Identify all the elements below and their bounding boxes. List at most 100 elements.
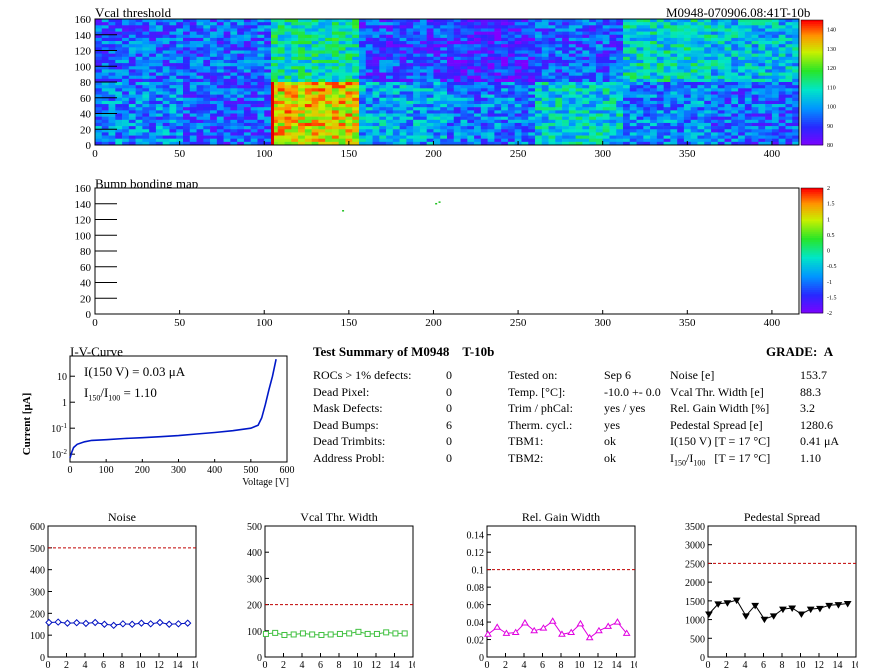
vcal-cell <box>643 94 651 99</box>
vcal-cell <box>291 116 299 121</box>
vcal-cell <box>311 119 319 124</box>
vcal-cell <box>447 82 455 86</box>
bump-x-tick-label: 300 <box>594 317 611 329</box>
vcal-cell <box>216 72 224 76</box>
vcal-cell <box>115 122 123 127</box>
vcal-cell <box>95 47 103 51</box>
vcal-cell <box>460 37 468 42</box>
roc-point <box>272 629 279 636</box>
vcal-cell <box>792 85 800 89</box>
vcal-cell <box>548 34 556 39</box>
vcal-cell <box>751 94 759 99</box>
vcal-cell <box>196 107 204 111</box>
vcal-cell <box>616 69 624 73</box>
vcal-cell <box>277 141 285 146</box>
vcal-cell <box>426 28 434 32</box>
vcal-cell <box>128 41 136 45</box>
vcal-cell <box>237 97 245 102</box>
roc-x-tick-label: 16 <box>191 660 198 668</box>
vcal-cell <box>636 72 644 76</box>
vcal-cell <box>555 25 563 29</box>
vcal-cell <box>399 132 407 136</box>
vcal-cell <box>636 37 644 42</box>
vcal-cell <box>447 44 455 48</box>
vcal-cell <box>683 44 691 48</box>
vcal-cell <box>744 88 752 92</box>
vcal-cell <box>142 69 150 73</box>
vcal-cell <box>521 122 529 127</box>
bump-palette-band <box>801 231 823 235</box>
vcal-cell <box>521 53 529 58</box>
vcal-cell <box>426 19 434 23</box>
vcal-cell <box>616 47 624 51</box>
vcal-cell <box>399 113 407 117</box>
vcal-cell <box>656 100 664 105</box>
vcal-cell <box>609 56 617 61</box>
bump-palette-band <box>801 310 823 314</box>
vcal-cell <box>149 78 157 83</box>
vcal-cell <box>744 97 752 102</box>
summary-middle-value: -10.0 +- 0.0 <box>604 384 661 399</box>
vcal-cell <box>555 104 563 108</box>
vcal-cell <box>555 135 563 139</box>
vcal-cell <box>325 41 333 45</box>
summary-middle-value: yes <box>604 417 620 432</box>
vcal-palette-band <box>801 122 823 125</box>
vcal-cell <box>264 132 272 136</box>
vcal-cell <box>135 122 143 127</box>
vcal-cell <box>331 37 339 42</box>
vcal-cell <box>690 19 698 23</box>
vcal-cell <box>636 126 644 130</box>
vcal-cell <box>575 113 583 117</box>
vcal-cell <box>609 37 617 42</box>
vcal-cell <box>738 126 746 130</box>
vcal-cell <box>744 110 752 114</box>
bump-map-title: Bump bonding map <box>95 176 199 191</box>
vcal-cell <box>271 25 279 29</box>
vcal-cell <box>758 122 766 127</box>
vcal-cell <box>183 135 191 139</box>
vcal-cell <box>392 85 400 89</box>
vcal-cell <box>304 138 312 143</box>
vcal-cell <box>663 97 671 102</box>
vcal-cell <box>243 72 251 76</box>
vcal-cell <box>724 107 732 111</box>
vcal-cell <box>433 129 441 133</box>
roc-point <box>548 617 557 624</box>
vcal-cell <box>562 97 570 102</box>
vcal-cell <box>535 138 543 143</box>
vcal-cell <box>101 88 109 92</box>
vcal-cell <box>717 69 725 73</box>
vcal-cell <box>203 132 211 136</box>
vcal-cell <box>548 69 556 73</box>
vcal-cell <box>602 41 610 45</box>
vcal-cell <box>711 135 719 139</box>
vcal-cell <box>406 78 414 83</box>
vcal-cell <box>277 122 285 127</box>
vcal-cell <box>257 34 265 39</box>
vcal-cell <box>101 94 109 99</box>
vcal-cell <box>338 66 346 70</box>
vcal-cell <box>474 126 482 130</box>
vcal-cell <box>568 72 576 76</box>
vcal-cell <box>623 78 631 83</box>
vcal-cell <box>291 91 299 95</box>
vcal-cell <box>711 141 719 146</box>
vcal-cell <box>406 37 414 42</box>
vcal-cell <box>582 25 590 29</box>
vcal-cell <box>507 107 515 111</box>
vcal-cell <box>507 94 515 99</box>
vcal-cell <box>216 25 224 29</box>
vcal-cell <box>792 104 800 108</box>
vcal-cell <box>765 100 773 105</box>
bump-palette-band <box>801 229 823 233</box>
vcal-cell <box>345 41 353 45</box>
vcal-cell <box>284 116 292 121</box>
vcal-cell <box>379 141 387 146</box>
vcal-cell <box>413 75 421 80</box>
vcal-cell <box>575 116 583 121</box>
vcal-cell <box>528 31 536 36</box>
vcal-cell <box>345 97 353 102</box>
vcal-cell <box>284 63 292 67</box>
vcal-cell <box>135 82 143 86</box>
